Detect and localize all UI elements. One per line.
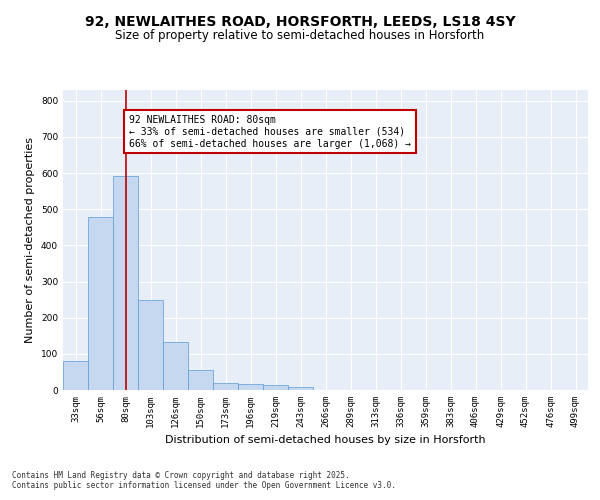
- Text: 92, NEWLAITHES ROAD, HORSFORTH, LEEDS, LS18 4SY: 92, NEWLAITHES ROAD, HORSFORTH, LEEDS, L…: [85, 16, 515, 30]
- Bar: [238, 384, 263, 390]
- Text: Contains HM Land Registry data © Crown copyright and database right 2025.
Contai: Contains HM Land Registry data © Crown c…: [12, 470, 396, 490]
- Bar: [288, 386, 313, 390]
- Bar: [263, 386, 288, 390]
- Text: 92 NEWLAITHES ROAD: 80sqm
← 33% of semi-detached houses are smaller (534)
66% of: 92 NEWLAITHES ROAD: 80sqm ← 33% of semi-…: [129, 116, 411, 148]
- Bar: [88, 216, 113, 390]
- Bar: [113, 176, 138, 390]
- Bar: [63, 361, 88, 390]
- Bar: [163, 342, 188, 390]
- Y-axis label: Number of semi-detached properties: Number of semi-detached properties: [25, 137, 35, 343]
- Text: Size of property relative to semi-detached houses in Horsforth: Size of property relative to semi-detach…: [115, 28, 485, 42]
- Bar: [138, 300, 163, 390]
- Bar: [188, 370, 213, 390]
- Bar: [213, 383, 238, 390]
- X-axis label: Distribution of semi-detached houses by size in Horsforth: Distribution of semi-detached houses by …: [165, 436, 486, 446]
